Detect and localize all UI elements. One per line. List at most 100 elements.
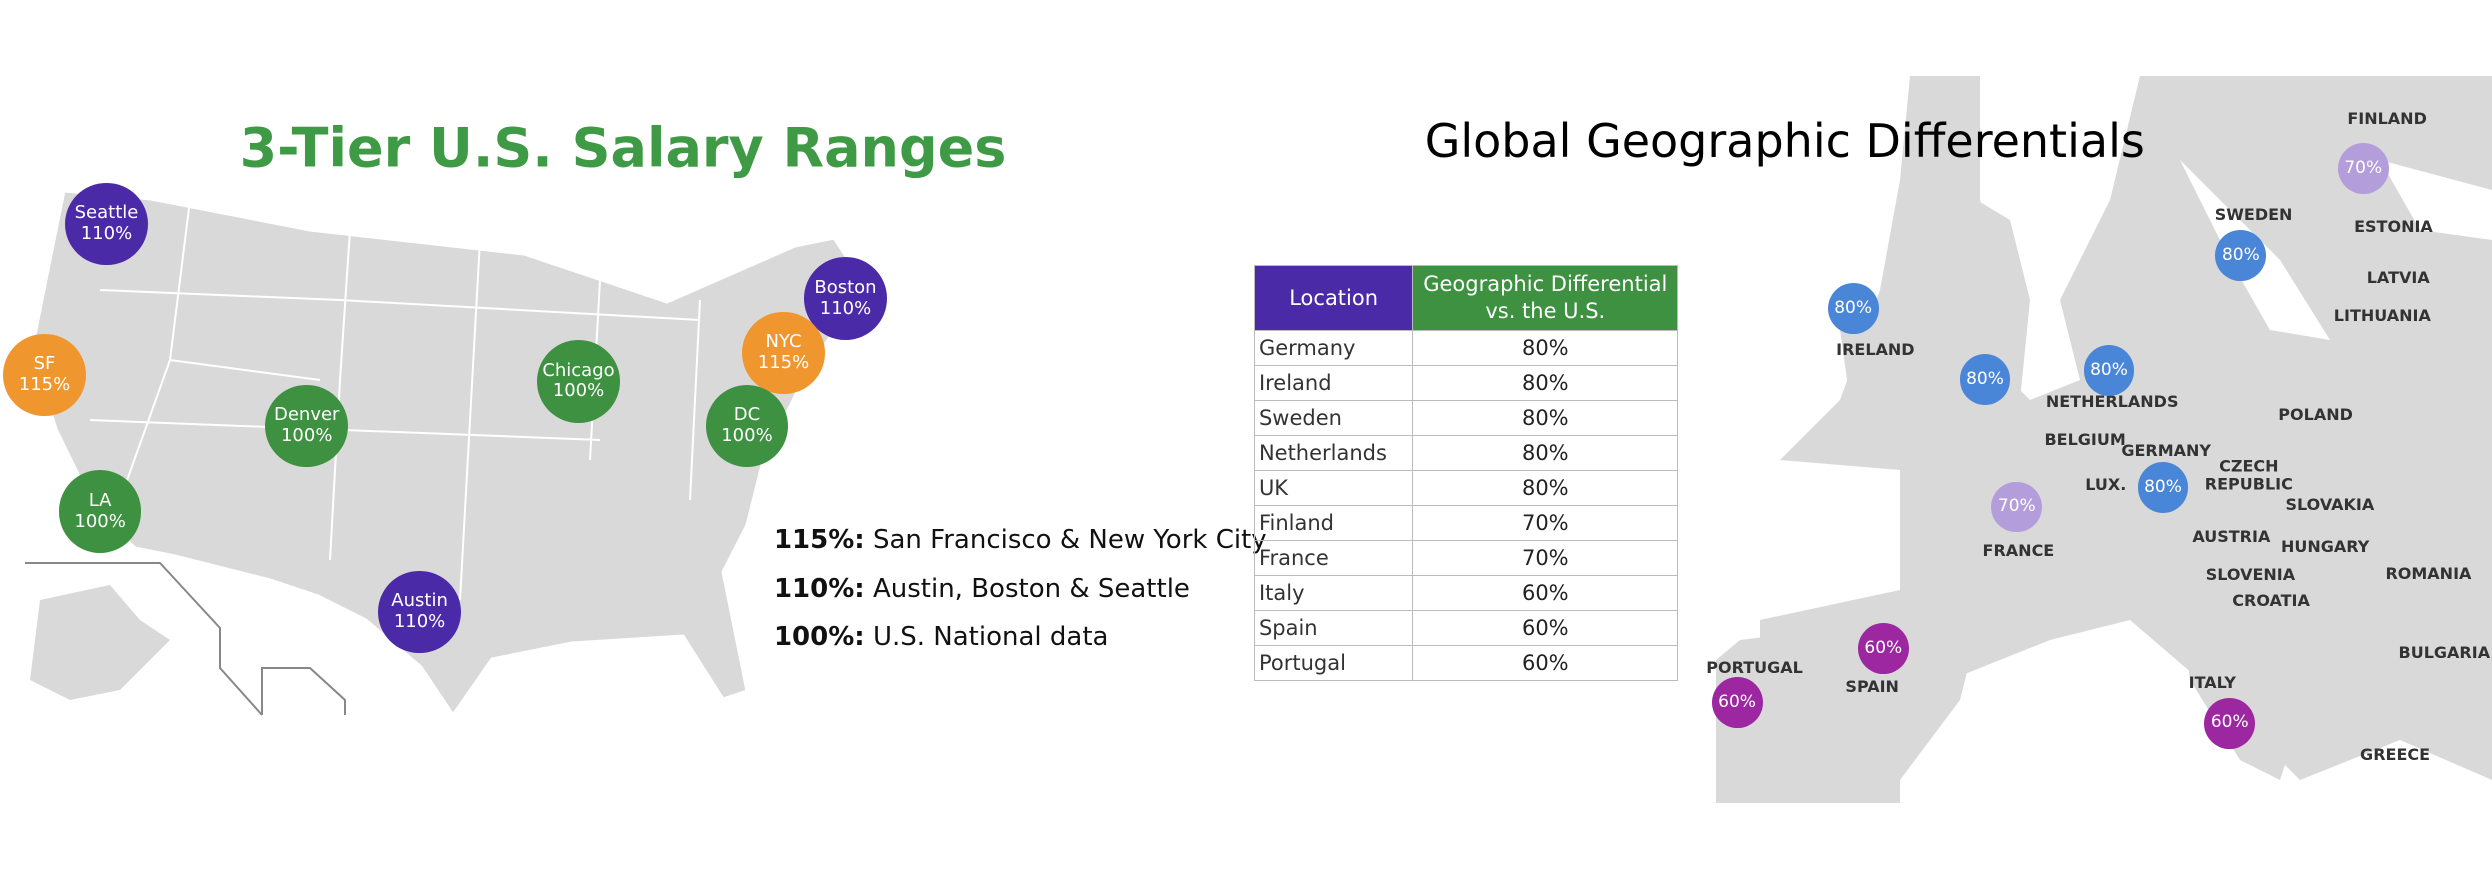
tier-text: San Francisco & New York City: [872, 525, 1267, 556]
city-bubble: Chicago 100%: [537, 340, 620, 423]
tier: 110%:: [773, 573, 865, 604]
country-label: LATVIA: [2366, 268, 2430, 288]
table-row: Spain 60%: [1253, 610, 1679, 647]
differential-cell: 60%: [1412, 645, 1679, 682]
location-cell: France: [1253, 540, 1414, 577]
tier-line: 110%: Austin, Boston & Seattle: [774, 574, 1190, 604]
city-bubble: LA 100%: [58, 470, 142, 554]
table-row: Germany 80%: [1253, 330, 1679, 367]
city-bubble: NYC 115%: [742, 311, 825, 395]
country-bubble: 80%: [2083, 344, 2135, 396]
table-row: UK 80%: [1253, 470, 1679, 507]
city-pct: 100%: [74, 510, 126, 532]
city-bubble: Denver 100%: [265, 384, 349, 468]
header-cell: Geographic Differential vs. the U.S.: [1412, 265, 1679, 332]
country-label: ITALY: [2188, 673, 2236, 693]
city-name: LA: [88, 490, 112, 512]
table-row: Sweden 80%: [1253, 400, 1679, 437]
tier-text: U.S. National data: [872, 622, 1109, 653]
country-label: NETHERLANDS: [2045, 392, 2179, 412]
header-cell: Location: [1253, 265, 1414, 332]
country-label: CROATIA: [2232, 590, 2310, 610]
city-bubble: Boston 110%: [804, 257, 887, 341]
city-bubble: SF 115%: [3, 333, 86, 417]
location-cell: Netherlands: [1253, 435, 1414, 472]
table-row: France 70%: [1253, 540, 1679, 577]
country-label: SPAIN: [1845, 676, 1899, 696]
location-cell: Spain: [1253, 610, 1414, 647]
location-cell: Ireland: [1253, 365, 1414, 402]
location-cell: Sweden: [1253, 400, 1414, 437]
country-label: IRELAND: [1836, 339, 1915, 359]
country-bubble: 80%: [2215, 230, 2267, 282]
city-pct: 115%: [18, 374, 71, 396]
country-bubble: 70%: [2337, 143, 2389, 194]
tier-line: 115%: San Francisco & New York City: [774, 525, 1267, 555]
us-title: 3-Tier U.S. Salary Ranges: [239, 116, 1007, 180]
city-name: Denver: [273, 404, 340, 426]
alaska: [30, 585, 170, 700]
table-row: Italy 60%: [1253, 575, 1679, 612]
country-label: AUSTRIA: [2192, 527, 2271, 547]
differential-cell: 70%: [1412, 505, 1679, 542]
city-name: Austin: [391, 590, 448, 612]
city-name: Boston: [814, 277, 877, 299]
city-pct: 110%: [393, 610, 446, 632]
location-cell: Finland: [1253, 505, 1414, 542]
country-bubble: 80%: [1827, 282, 1879, 334]
tier: 100%:: [773, 622, 865, 653]
header-row: Location Geographic Differential vs. the …: [1253, 265, 1679, 332]
differential-cell: 60%: [1412, 610, 1679, 647]
differential-cell: 60%: [1412, 575, 1679, 612]
city-bubble: Seattle 110%: [65, 182, 148, 266]
europe-title: Global Geographic Differentials: [1424, 114, 2145, 169]
country-label: ESTONIA: [2354, 217, 2433, 237]
table-row: Portugal 60%: [1253, 645, 1679, 682]
country-label: GREECE: [2360, 745, 2431, 765]
location-cell: Portugal: [1253, 645, 1414, 682]
location-cell: UK: [1253, 470, 1414, 507]
country-label: LUX.: [2085, 474, 2127, 494]
table-row: Ireland 80%: [1253, 365, 1679, 402]
differential-cell: 70%: [1412, 540, 1679, 577]
europe-seas: [1716, 76, 2492, 803]
country-label: LITHUANIA: [2333, 306, 2431, 326]
city-bubble: Austin 110%: [378, 570, 461, 654]
italy: [2180, 600, 2300, 780]
country-label: BELGIUM: [2044, 430, 2126, 450]
iberia: [1760, 590, 1980, 790]
table-row: Finland 70%: [1253, 505, 1679, 542]
country-bubble: 60%: [2204, 697, 2256, 749]
city-pct: 115%: [757, 351, 810, 373]
city-pct: 100%: [280, 424, 333, 446]
location-cell: Italy: [1253, 575, 1414, 612]
differential-table: Location Geographic Differential vs. the …: [1253, 265, 1679, 682]
differential-cell: 80%: [1412, 470, 1679, 507]
city-name: Chicago: [542, 359, 615, 381]
city-name: NYC: [765, 331, 802, 353]
location-cell: Germany: [1253, 330, 1414, 367]
differential-cell: 80%: [1412, 400, 1679, 437]
city-pct: 100%: [552, 380, 605, 402]
country-label: FRANCE: [1982, 541, 2055, 561]
country-label: BULGARIA: [2398, 643, 2491, 663]
country-bubble: 70%: [1991, 481, 2043, 533]
tier-text: Austin, Boston & Seattle: [872, 573, 1190, 604]
country-label: SLOVAKIA: [2285, 495, 2375, 515]
tier-line: 100%: U.S. National data: [774, 622, 1109, 652]
country-label: GERMANY: [2121, 441, 2212, 461]
country-label: POLAND: [2278, 405, 2353, 424]
city-pct: 110%: [80, 223, 133, 245]
country-bubble: 60%: [1857, 623, 1909, 674]
city-name: DC: [733, 404, 761, 426]
country-label: SWEDEN: [2214, 204, 2293, 224]
country-label: PORTUGAL: [1706, 657, 1803, 677]
tier: 115%:: [773, 525, 865, 556]
country-bubble: 80%: [2137, 462, 2189, 514]
country-bubble: 60%: [1711, 677, 1763, 728]
city-name: Seattle: [74, 202, 139, 224]
table-row: Netherlands 80%: [1253, 435, 1679, 472]
city-pct: 110%: [819, 297, 872, 319]
country-label: HUNGARY: [2280, 536, 2370, 556]
